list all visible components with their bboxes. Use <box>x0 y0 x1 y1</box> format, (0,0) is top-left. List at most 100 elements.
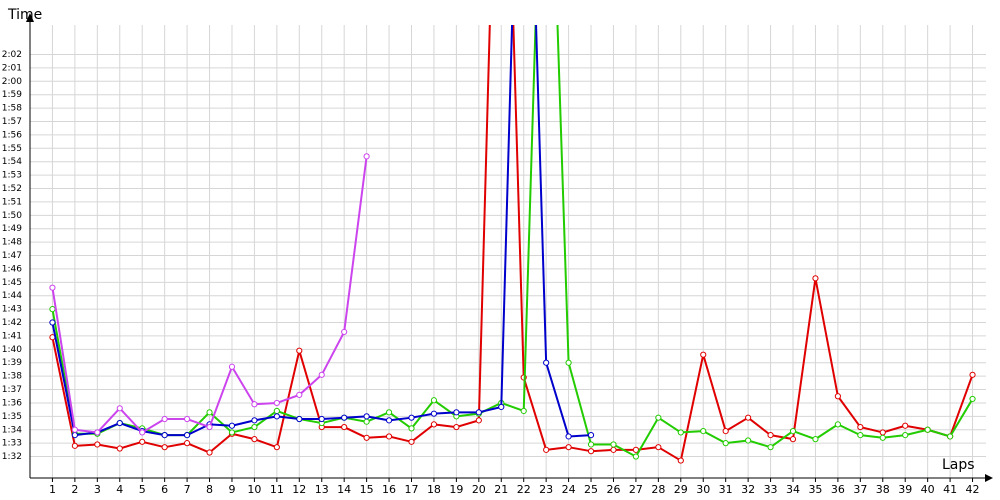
x-tick-label: 35 <box>808 483 822 496</box>
data-point <box>565 444 572 451</box>
data-point <box>453 423 460 431</box>
data-point <box>408 425 415 432</box>
data-point <box>251 436 258 443</box>
x-tick-label: 12 <box>292 483 306 496</box>
y-tick-label: 2:00 <box>2 77 22 87</box>
data-point <box>116 419 123 427</box>
y-tick-label: 1:53 <box>2 171 22 181</box>
data-point <box>183 440 191 447</box>
y-tick-label: 1:40 <box>2 345 22 355</box>
x-tick-label: 36 <box>831 483 845 496</box>
data-point <box>251 417 258 424</box>
y-tick-label: 1:48 <box>2 238 22 248</box>
data-point <box>341 328 348 336</box>
data-point <box>363 418 370 425</box>
data-point <box>632 453 640 460</box>
y-tick-label: 1:46 <box>2 264 22 274</box>
data-point <box>139 429 146 436</box>
x-tick-label: 27 <box>629 483 643 496</box>
data-point <box>273 399 280 407</box>
data-point <box>520 407 527 415</box>
data-point <box>789 436 797 443</box>
axes <box>26 13 993 482</box>
x-tick-label: 16 <box>382 483 396 496</box>
y-tick-label: 1:42 <box>2 318 22 328</box>
data-point <box>857 432 864 439</box>
y-tick-label: 1:35 <box>2 412 22 422</box>
x-tick-label: 32 <box>741 483 755 496</box>
x-tick-label: 9 <box>228 483 235 496</box>
data-point <box>318 415 325 423</box>
y-tick-label: 1:45 <box>2 278 22 288</box>
x-tick-label: 22 <box>517 483 531 496</box>
y-tick-label: 1:33 <box>2 439 22 449</box>
data-point <box>71 426 78 433</box>
data-point <box>879 434 886 441</box>
data-point <box>430 410 438 417</box>
y-tick-label: 1:43 <box>2 305 22 315</box>
data-point <box>71 432 78 439</box>
data-point <box>632 446 640 453</box>
data-point <box>700 427 707 435</box>
series-layer <box>49 25 976 464</box>
x-tick-label: 40 <box>921 483 935 496</box>
data-point <box>385 417 393 424</box>
x-tick-label: 30 <box>696 483 710 496</box>
data-point <box>296 391 303 399</box>
data-point <box>363 413 370 420</box>
x-tick-label: 24 <box>562 483 576 496</box>
data-point <box>228 429 236 436</box>
data-point <box>543 359 550 366</box>
x-tick-label: 4 <box>116 483 123 496</box>
data-point <box>139 438 146 445</box>
y-tick-label: 1:32 <box>2 452 22 462</box>
x-tick-label: 34 <box>786 483 800 496</box>
x-tick-label: 6 <box>161 483 168 496</box>
data-point <box>879 429 886 436</box>
data-point <box>587 441 595 448</box>
data-point <box>587 448 595 455</box>
data-point <box>946 433 954 440</box>
y-axis-arrow <box>26 13 34 22</box>
data-point <box>161 444 168 451</box>
data-point <box>206 409 213 416</box>
data-point <box>722 427 729 435</box>
x-tick-label: 13 <box>315 483 329 496</box>
data-point <box>430 397 438 404</box>
data-point <box>161 432 168 439</box>
x-tick-label: 37 <box>853 483 867 496</box>
y-tick-label: 1:34 <box>2 425 22 435</box>
x-tick-label: 7 <box>184 483 191 496</box>
data-point <box>296 415 303 423</box>
data-point <box>273 444 280 451</box>
y-tick-label: 1:57 <box>2 117 22 127</box>
data-point <box>183 415 191 423</box>
y-tick-label: 1:50 <box>2 211 22 221</box>
data-point <box>789 427 797 435</box>
data-point <box>655 414 662 421</box>
x-tick-label: 26 <box>606 483 620 496</box>
data-point <box>251 401 258 408</box>
data-point <box>587 432 595 439</box>
data-point <box>543 446 550 453</box>
data-point <box>273 407 280 415</box>
data-point <box>453 409 460 416</box>
data-point <box>430 421 438 428</box>
data-point <box>94 441 101 448</box>
data-point <box>902 432 909 439</box>
data-point <box>408 438 415 445</box>
data-point <box>341 423 348 431</box>
x-tick-label: 10 <box>247 483 261 496</box>
data-point <box>767 432 774 439</box>
data-point <box>318 371 325 378</box>
data-point <box>565 359 572 366</box>
x-tick-label: 14 <box>337 483 351 496</box>
data-point <box>745 437 752 444</box>
data-point <box>161 415 168 423</box>
y-tick-label: 1:37 <box>2 385 22 395</box>
data-point <box>677 429 684 436</box>
data-point <box>228 363 236 370</box>
data-point <box>475 417 482 424</box>
y-tick-label: 1:49 <box>2 224 22 234</box>
